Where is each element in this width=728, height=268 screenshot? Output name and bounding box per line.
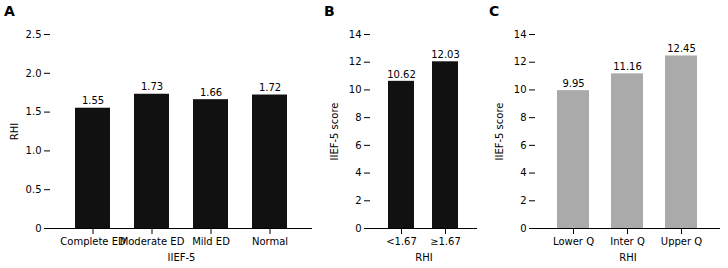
svg-text:1.55: 1.55 bbox=[82, 95, 104, 106]
svg-text:2: 2 bbox=[355, 195, 361, 206]
svg-text:IIEF-5 score: IIEF-5 score bbox=[494, 103, 505, 161]
svg-text:1.5: 1.5 bbox=[26, 106, 42, 117]
svg-text:4: 4 bbox=[355, 167, 361, 178]
svg-text:10: 10 bbox=[349, 84, 362, 95]
svg-text:Moderate ED: Moderate ED bbox=[120, 236, 185, 247]
html-text:C: C bbox=[489, 3, 500, 19]
svg-text:10: 10 bbox=[514, 84, 527, 95]
svg-text:IIEF-5 score: IIEF-5 score bbox=[329, 103, 340, 161]
svg-text:Lower Q: Lower Q bbox=[553, 236, 594, 247]
svg-text:1.72: 1.72 bbox=[259, 82, 281, 93]
svg-text:12.45: 12.45 bbox=[667, 43, 696, 54]
svg-text:10.62: 10.62 bbox=[387, 69, 416, 80]
svg-text:14: 14 bbox=[514, 29, 527, 40]
svg-text:0: 0 bbox=[355, 223, 361, 234]
svg-text:2.5: 2.5 bbox=[26, 29, 42, 40]
svg-text:RHI: RHI bbox=[415, 252, 432, 263]
svg-text:6: 6 bbox=[520, 140, 526, 151]
svg-text:6: 6 bbox=[355, 140, 361, 151]
svg-text:IIEF-5: IIEF-5 bbox=[168, 252, 196, 263]
svg-text:14: 14 bbox=[349, 29, 362, 40]
svg-text:1.0: 1.0 bbox=[26, 145, 42, 156]
svg-text:0: 0 bbox=[520, 223, 526, 234]
svg-text:2: 2 bbox=[520, 195, 526, 206]
svg-text:Complete ED: Complete ED bbox=[60, 236, 126, 247]
svg-text:Mild ED: Mild ED bbox=[192, 236, 230, 247]
svg-text:1.66: 1.66 bbox=[200, 87, 222, 98]
svg-text:11.16: 11.16 bbox=[613, 61, 642, 72]
svg-text:8: 8 bbox=[520, 112, 526, 123]
html-text:A: A bbox=[4, 3, 15, 19]
svg-text:1.73: 1.73 bbox=[141, 81, 163, 92]
svg-text:Upper Q: Upper Q bbox=[661, 236, 702, 247]
svg-text:12: 12 bbox=[514, 56, 527, 67]
svg-text:Normal: Normal bbox=[252, 236, 288, 247]
svg-text:<1.67: <1.67 bbox=[386, 236, 417, 247]
svg-text:12.03: 12.03 bbox=[431, 49, 460, 60]
svg-text:2.0: 2.0 bbox=[26, 68, 42, 79]
svg-text:9.95: 9.95 bbox=[562, 78, 584, 89]
svg-text:12: 12 bbox=[349, 56, 362, 67]
svg-text:0.5: 0.5 bbox=[26, 184, 42, 195]
svg-text:Inter Q: Inter Q bbox=[610, 236, 645, 247]
svg-text:4: 4 bbox=[520, 167, 526, 178]
svg-text:≥1.67: ≥1.67 bbox=[430, 236, 461, 247]
svg-text:0: 0 bbox=[35, 223, 41, 234]
svg-text:8: 8 bbox=[355, 112, 361, 123]
svg-text:RHI: RHI bbox=[9, 123, 20, 140]
svg-text:RHI: RHI bbox=[619, 252, 636, 263]
html-text:B: B bbox=[324, 3, 335, 19]
